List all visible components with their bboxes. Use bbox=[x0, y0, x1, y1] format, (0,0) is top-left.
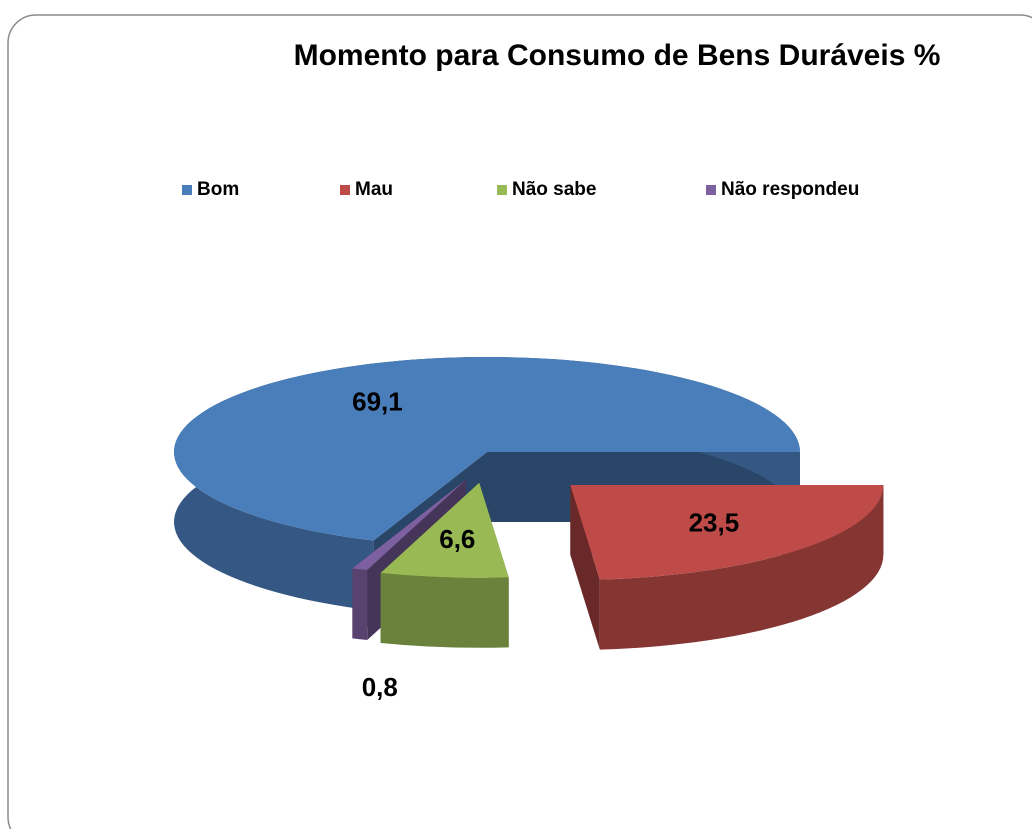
legend-label: Mau bbox=[355, 179, 393, 200]
slice-top bbox=[380, 482, 509, 578]
pie: 69,1 23,5 6,6 0,8 bbox=[174, 357, 884, 702]
slice-top bbox=[174, 357, 801, 541]
legend-label: Não respondeu bbox=[721, 179, 859, 200]
data-label: 6,6 bbox=[439, 524, 475, 554]
slice-top bbox=[352, 479, 466, 571]
legend-swatch bbox=[497, 185, 507, 195]
legend-label: Bom bbox=[197, 179, 239, 200]
data-label: 0,8 bbox=[362, 672, 398, 702]
legend-swatch bbox=[182, 185, 192, 195]
slice-side bbox=[380, 572, 509, 648]
slice-top bbox=[570, 485, 884, 580]
data-label: 23,5 bbox=[689, 508, 740, 538]
slice bbox=[570, 485, 884, 650]
legend-swatch bbox=[340, 185, 350, 195]
legend-label: Não sabe bbox=[512, 179, 596, 200]
slice bbox=[380, 482, 509, 648]
slice-side bbox=[352, 568, 368, 641]
slice-side bbox=[599, 485, 884, 650]
legend-swatch bbox=[706, 185, 716, 195]
chart-title: Momento para Consumo de Bens Duráveis % bbox=[294, 39, 941, 72]
slice-wall bbox=[570, 485, 600, 650]
data-label: 69,1 bbox=[352, 386, 403, 416]
legend: Bom Mau Não sabe Não respondeu bbox=[182, 179, 859, 200]
